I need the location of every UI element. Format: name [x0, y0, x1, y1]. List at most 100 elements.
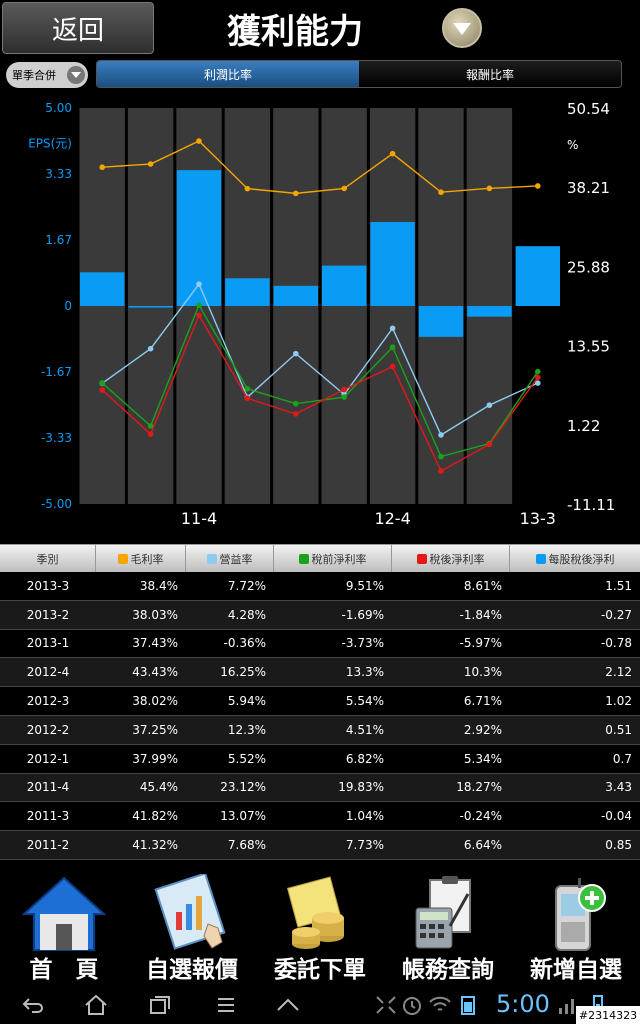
table-cell: 2011-4	[26, 780, 70, 795]
menu-icon[interactable]	[214, 994, 238, 1016]
operating-margin-point[interactable]	[535, 380, 541, 386]
table-cell: -0.04	[600, 809, 632, 824]
eps-bar[interactable]	[322, 265, 367, 306]
operating-margin-point[interactable]	[389, 325, 396, 332]
back-arrow-icon[interactable]	[20, 994, 44, 1016]
pretax-margin-point[interactable]	[293, 400, 299, 407]
nav-add-watch[interactable]: 新增自選	[512, 866, 640, 986]
eps-bar[interactable]	[225, 278, 270, 306]
tab-profit-ratio[interactable]: 利潤比率	[97, 61, 359, 87]
pretax-margin-point[interactable]	[535, 368, 541, 375]
aftertax-margin-point[interactable]	[196, 312, 202, 319]
left-axis-label: EPS(元)	[28, 137, 72, 151]
table-cell: 9.51%	[345, 578, 384, 593]
table-cell: -3.73%	[341, 636, 384, 651]
table-row[interactable]: 2011-2 41.32% 7.68% 7.73% 6.64% 0.85	[0, 831, 640, 860]
operating-margin-point[interactable]	[293, 350, 299, 357]
aftertax-margin-point[interactable]	[341, 386, 348, 393]
gross-margin-point[interactable]	[196, 138, 202, 144]
nav-order[interactable]: 委託下單	[256, 866, 384, 986]
eps-bar[interactable]	[128, 306, 173, 308]
back-button[interactable]: 返回	[2, 2, 154, 54]
table-cell: 1.04%	[345, 809, 384, 824]
table-row[interactable]: 2013-1 37.43% -0.36% -3.73% -5.97% -0.78	[0, 629, 640, 659]
table-cell: 16.25%	[220, 665, 266, 680]
column-header: 季別	[0, 545, 96, 572]
table-cell: 2.92%	[463, 722, 502, 737]
table-row[interactable]: 2012-4 43.43% 16.25% 13.3% 10.3% 2.12	[0, 658, 640, 688]
table-body[interactable]: 2013-3 38.4% 7.72% 9.51% 8.61% 1.51 2013-2 38.0…	[0, 572, 640, 864]
nav-quote[interactable]: 自選報價	[128, 866, 256, 986]
home-nav-icon[interactable]	[84, 994, 108, 1016]
table-row[interactable]: 2012-3 38.02% 5.94% 5.54% 6.71% 1.02	[0, 687, 640, 716]
table-cell: 1.51	[605, 578, 632, 593]
chevron-up-icon[interactable]	[276, 994, 300, 1016]
column-header-label: 季別	[36, 552, 59, 566]
coins-order-icon	[286, 876, 344, 949]
profitability-chart: 5.00 3.33 1.67 0 -1.67 -3.33 -5.00 EPS(元) 50.54 3…	[0, 92, 640, 540]
table-cell: 23.12%	[220, 780, 266, 795]
gross-margin-point[interactable]	[389, 150, 396, 157]
operating-margin-point[interactable]	[486, 402, 493, 408]
pretax-margin-point[interactable]	[196, 302, 202, 309]
table-cell: 38.03%	[132, 607, 178, 622]
eps-bar[interactable]	[418, 306, 464, 337]
operating-margin-point[interactable]	[147, 345, 154, 352]
pretax-margin-point[interactable]	[147, 423, 154, 429]
pretax-margin-point[interactable]	[438, 453, 444, 460]
table-cell: 13.3%	[345, 665, 384, 680]
aftertax-margin-point[interactable]	[147, 431, 154, 437]
aftertax-margin-point[interactable]	[389, 363, 396, 370]
pretax-margin-point[interactable]	[244, 386, 251, 392]
legend-swatch	[206, 553, 217, 564]
eps-bar[interactable]	[515, 246, 560, 306]
gross-margin-point[interactable]	[535, 183, 541, 189]
table-row[interactable]: 2012-1 37.99% 5.52% 6.82% 5.34% 0.7	[0, 744, 640, 774]
gross-margin-point[interactable]	[438, 189, 444, 196]
aftertax-margin-point[interactable]	[244, 395, 251, 402]
table-row[interactable]: 2011-3 41.82% 13.07% 1.04% -0.24% -0.04	[0, 802, 640, 832]
operating-margin-point[interactable]	[438, 432, 444, 438]
merge-select[interactable]: 單季合併	[6, 62, 88, 88]
gross-margin-point[interactable]	[341, 185, 348, 192]
eps-bar[interactable]	[80, 272, 125, 306]
table-cell: -0.36%	[223, 636, 266, 651]
tab-return-ratio[interactable]: 報酬比率	[359, 61, 621, 87]
gross-margin-point[interactable]	[293, 190, 299, 197]
table-cell: -0.27	[600, 607, 632, 622]
nav-account[interactable]: 帳務查詢	[384, 866, 512, 986]
recent-apps-icon[interactable]	[148, 994, 172, 1016]
wifi-icon	[429, 996, 451, 1011]
aftertax-margin-point[interactable]	[486, 441, 493, 448]
table-row[interactable]: 2011-4 45.4% 23.12% 19.83% 18.27% 3.43	[0, 773, 640, 803]
pretax-margin-point[interactable]	[389, 344, 396, 351]
gross-margin-point[interactable]	[244, 185, 251, 192]
table-row[interactable]: 2013-3 38.4% 7.72% 9.51% 8.61% 1.51	[0, 572, 640, 601]
x-axis-tick: 12-4	[374, 509, 410, 528]
aftertax-margin-point[interactable]	[99, 387, 105, 393]
pretax-margin-point[interactable]	[341, 394, 348, 400]
pretax-margin-point[interactable]	[99, 380, 105, 386]
aftertax-margin-point[interactable]	[438, 468, 444, 474]
table-cell: 5.54%	[345, 694, 384, 709]
gross-margin-point[interactable]	[486, 185, 493, 192]
table-row[interactable]: 2013-2 38.03% 4.28% -1.69% -1.84% -0.27	[0, 600, 640, 630]
table-row[interactable]: 2012-2 37.25% 12.3% 4.51% 2.92% 0.51	[0, 715, 640, 745]
table-cell: 5.94%	[227, 694, 266, 709]
eps-bar[interactable]	[273, 285, 318, 306]
nav-home[interactable]: 首 頁	[0, 866, 128, 986]
legend-swatch	[298, 553, 309, 564]
gross-margin-line	[102, 140, 538, 195]
right-axis-tick: -11.11	[567, 496, 615, 514]
table-cell: 12.3%	[227, 722, 266, 737]
gross-margin-point[interactable]	[99, 164, 105, 171]
table-cell: 7.68%	[227, 838, 266, 853]
chevron-down-icon[interactable]	[442, 8, 482, 48]
operating-margin-point[interactable]	[196, 281, 202, 287]
gross-margin-point[interactable]	[147, 161, 154, 167]
aftertax-margin-point[interactable]	[293, 411, 299, 417]
aftertax-margin-point[interactable]	[535, 374, 541, 381]
eps-bar[interactable]	[370, 222, 415, 306]
table-cell: 6.71%	[463, 694, 502, 709]
eps-bar[interactable]	[467, 306, 512, 317]
